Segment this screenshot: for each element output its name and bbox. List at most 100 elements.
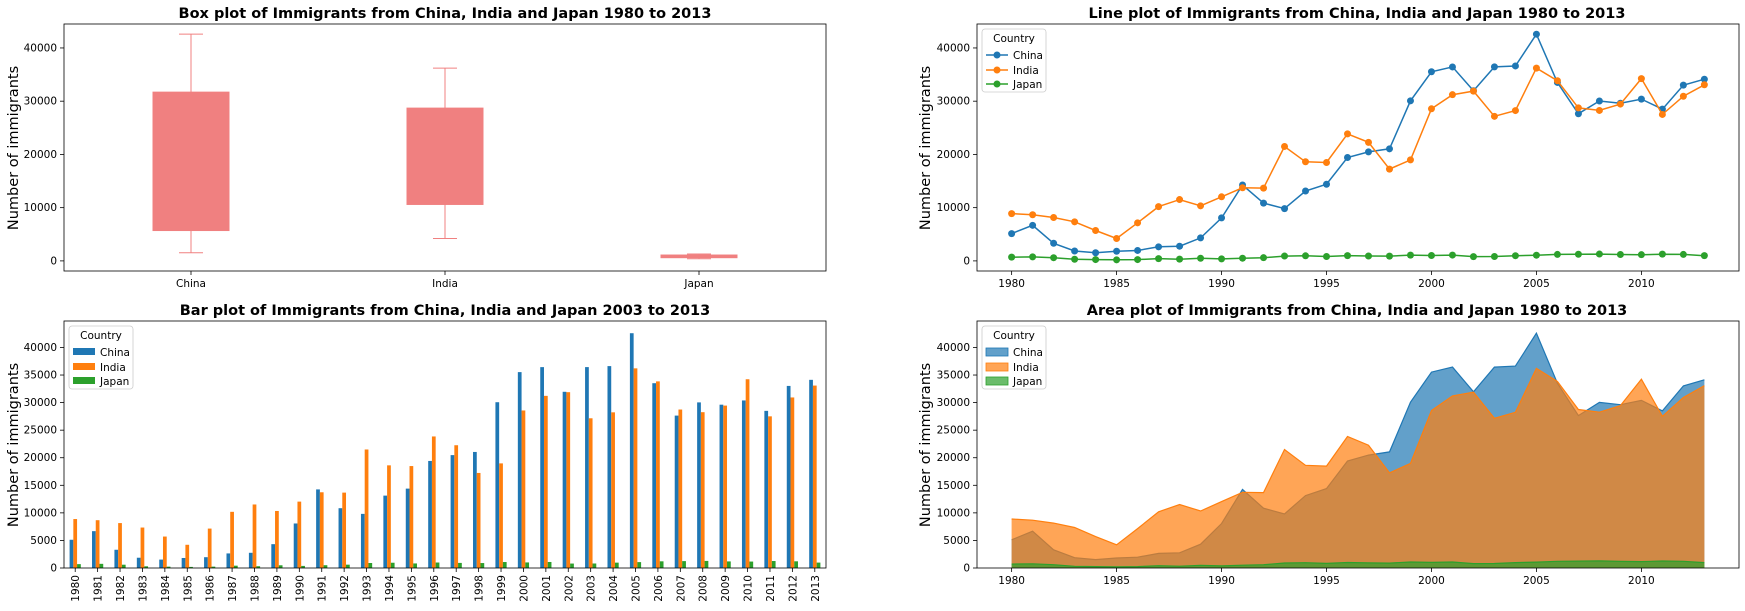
area-edge-india xyxy=(1011,367,1705,546)
point-china xyxy=(1092,249,1100,257)
point-japan xyxy=(1490,253,1498,261)
point-china xyxy=(1574,110,1582,118)
bar-japan xyxy=(99,563,104,568)
bar-plot-ylabel: Number of immigrants xyxy=(6,363,22,527)
point-japan xyxy=(1197,254,1205,262)
y-tick-label: 10000 xyxy=(937,202,970,214)
legend-label-india: India xyxy=(1013,65,1039,77)
point-japan xyxy=(1155,255,1163,263)
bar-india xyxy=(812,385,817,568)
y-tick-label: 30000 xyxy=(24,397,57,409)
legend-marker-india xyxy=(993,66,1001,74)
point-china xyxy=(1218,214,1226,222)
x-tick-label: 1998 xyxy=(474,575,486,602)
x-tick-label: 2001 xyxy=(541,575,553,602)
point-japan xyxy=(1616,251,1624,259)
line-plot-legend: Country China India Japan xyxy=(981,28,1047,93)
x-tick-label: 2010 xyxy=(743,575,755,602)
y-tick-label: 25000 xyxy=(937,425,970,437)
point-india xyxy=(1574,104,1582,112)
bar-india xyxy=(454,445,459,568)
point-india xyxy=(1595,106,1603,114)
area-india xyxy=(1011,368,1705,568)
y-tick-label: 40000 xyxy=(24,342,57,354)
x-tick-label: 1995 xyxy=(1313,278,1340,290)
bar-india xyxy=(745,379,750,568)
bar-china xyxy=(69,539,74,568)
bar-japan xyxy=(547,561,552,568)
x-tick-label: 2008 xyxy=(698,575,710,602)
x-tick-label: 1992 xyxy=(339,575,351,602)
x-tick-label: 2010 xyxy=(1628,575,1655,587)
bar-india xyxy=(768,416,772,568)
point-india xyxy=(1155,203,1163,211)
point-japan xyxy=(1469,253,1477,261)
point-japan xyxy=(1448,251,1456,259)
box-plot-frame xyxy=(63,23,827,272)
y-tick-label: 10000 xyxy=(24,507,57,519)
y-tick-label: 20000 xyxy=(937,149,970,161)
bar-india xyxy=(230,511,234,568)
y-tick-label: 20000 xyxy=(24,149,57,161)
bar-india xyxy=(588,418,593,568)
area-plot-title: Area plot of Immigrants from China, Indi… xyxy=(1087,303,1628,319)
x-tick-label: 1987 xyxy=(227,575,239,602)
point-china xyxy=(1155,243,1163,251)
y-tick-label: 5000 xyxy=(30,535,57,547)
bar-china xyxy=(719,404,724,568)
point-japan xyxy=(1553,250,1561,258)
legend-title: Country xyxy=(80,330,122,342)
bar-china xyxy=(809,379,813,568)
point-japan xyxy=(1218,255,1226,263)
bar-india xyxy=(297,501,302,568)
point-india xyxy=(1700,81,1708,89)
x-tick-label: 1993 xyxy=(362,575,374,602)
point-china xyxy=(1029,221,1037,229)
y-tick-label: 20000 xyxy=(937,452,970,464)
point-india xyxy=(1050,214,1058,222)
point-japan xyxy=(1281,252,1289,260)
bar-india xyxy=(207,528,212,568)
y-tick-label: 0 xyxy=(50,255,57,267)
bar-india xyxy=(342,492,347,568)
legend-label-japan: Japan xyxy=(99,376,129,388)
bar-china xyxy=(741,400,746,568)
bar-japan xyxy=(390,562,395,568)
point-china xyxy=(1050,239,1058,247)
point-china xyxy=(1364,148,1372,156)
x-tick-label: 2006 xyxy=(653,575,665,602)
bar-china xyxy=(607,366,612,568)
bar-china xyxy=(428,460,432,568)
bar-china xyxy=(136,557,141,568)
bar-japan xyxy=(435,562,440,568)
x-tick-label: 1986 xyxy=(205,575,217,602)
y-tick-label: 35000 xyxy=(24,370,57,382)
bar-japan xyxy=(256,566,261,568)
point-japan xyxy=(1071,255,1079,263)
line-series-india xyxy=(1011,67,1705,240)
bar-japan xyxy=(794,561,798,568)
point-japan xyxy=(1637,251,1645,259)
point-japan xyxy=(1385,252,1393,260)
legend-swatch-india xyxy=(985,362,1009,372)
point-japan xyxy=(1406,251,1414,259)
y-tick-label: 10000 xyxy=(937,507,970,519)
legend-label-japan: Japan xyxy=(1012,376,1042,388)
x-tick-label: 2002 xyxy=(563,575,575,602)
bar-china xyxy=(159,559,163,568)
x-tick-label: 2012 xyxy=(787,575,799,602)
bar-plot-frame xyxy=(63,320,827,569)
x-tick-label: 1991 xyxy=(317,575,329,602)
line-series-china xyxy=(1011,32,1705,254)
bar-japan xyxy=(637,562,642,568)
bar-china xyxy=(92,531,96,568)
bar-india xyxy=(185,544,190,568)
x-tick-label: 2007 xyxy=(675,575,687,602)
point-india xyxy=(1344,130,1352,138)
bar-india xyxy=(252,504,257,568)
point-japan xyxy=(1092,256,1100,264)
y-tick-label: 15000 xyxy=(937,480,970,492)
bar-china xyxy=(316,489,320,568)
y-tick-label: 15000 xyxy=(24,480,57,492)
bar-china xyxy=(540,367,544,568)
